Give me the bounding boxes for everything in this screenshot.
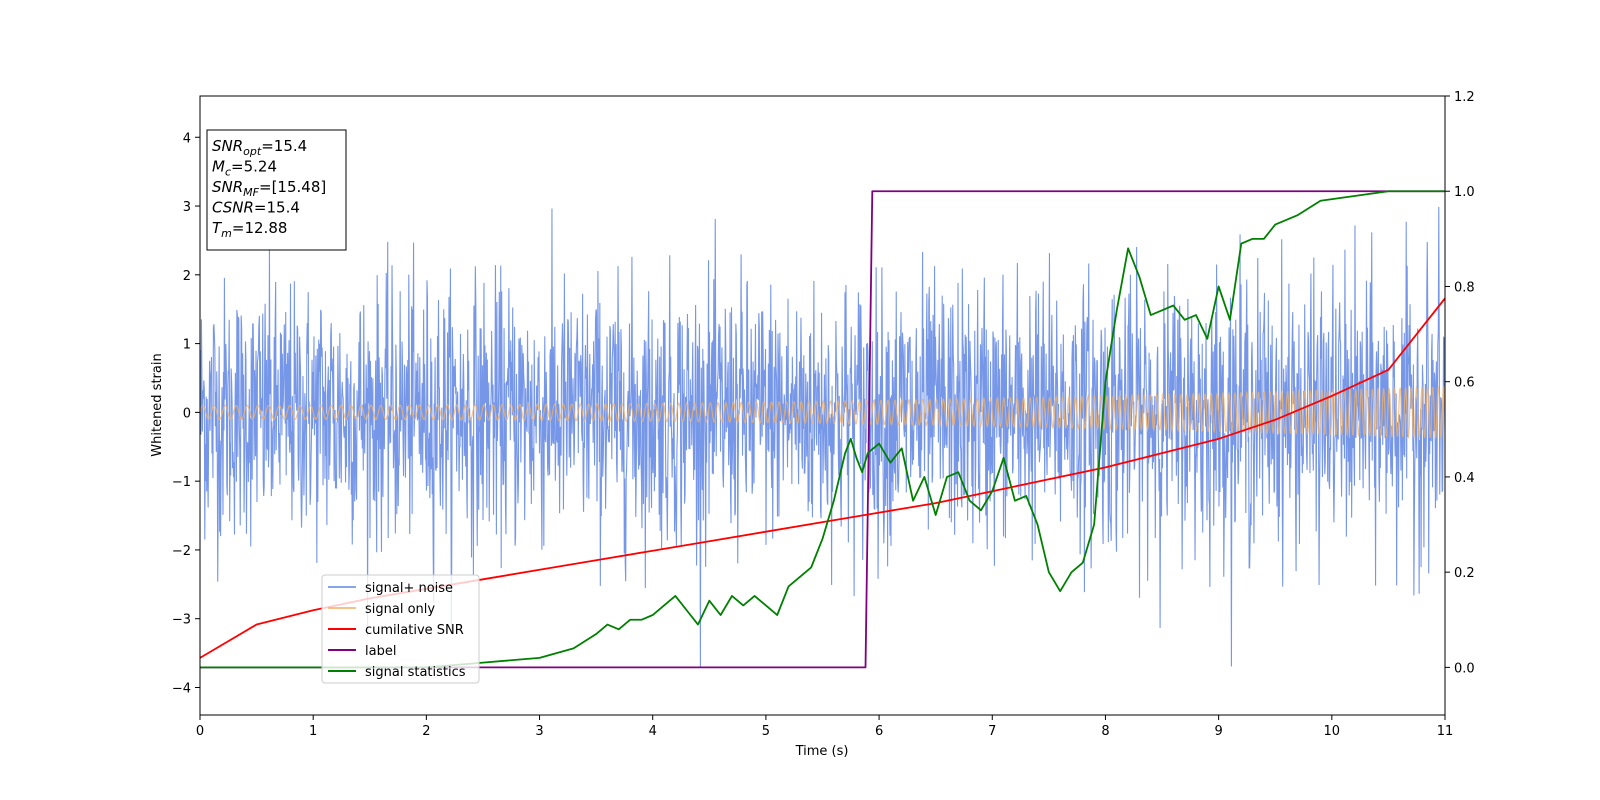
x-tick-label: 11 — [1437, 724, 1454, 739]
y-right-tick-label: 1.2 — [1454, 90, 1475, 105]
x-tick-label: 3 — [535, 724, 543, 739]
x-tick-label: 8 — [1101, 724, 1109, 739]
legend-entry-label: label — [365, 644, 396, 659]
y-right-tick-label: 0.8 — [1454, 280, 1475, 295]
y-right-tick-label: 0.4 — [1454, 471, 1475, 486]
x-tick-label: 4 — [649, 724, 657, 739]
series-line-signal-statistics — [200, 190, 1445, 669]
legend-entry-label: signal statistics — [365, 665, 466, 680]
y-left-tick-label: 2 — [183, 269, 191, 284]
y-left-tick-label: −4 — [172, 681, 191, 696]
y-right-tick-label: 0.2 — [1454, 566, 1475, 581]
legend-entry-label: cumilative SNR — [365, 623, 464, 638]
series-line-signal-noise — [200, 206, 1445, 668]
legend-frame — [321, 574, 480, 684]
y-right-tick-label: 1.0 — [1454, 185, 1475, 200]
annotation-line: SNRMF=[15.48] — [212, 178, 326, 199]
y-right-tick-label: 0.6 — [1454, 376, 1475, 391]
x-tick-label: 7 — [988, 724, 996, 739]
y-left-tick-label: −1 — [172, 475, 191, 490]
x-tick-label: 0 — [196, 724, 204, 739]
y-left-tick-label: 0 — [183, 406, 191, 421]
x-axis-title: Time (s) — [795, 744, 849, 759]
y-axis-right: 0.0 0.2 0.4 0.6 0.8 1.0 1.2 — [1445, 90, 1475, 676]
parameter-annotation-box: SNRopt=15.4Mc=5.24SNRMF=[15.48]CSNR=15.4… — [206, 129, 347, 251]
annotation-line: CSNR=15.4 — [212, 199, 300, 217]
x-tick-label: 9 — [1214, 724, 1222, 739]
x-tick-label: 2 — [422, 724, 430, 739]
x-tick-label: 6 — [875, 724, 883, 739]
x-tick-label: 10 — [1324, 724, 1341, 739]
annotation-line: SNRopt=15.4 — [212, 137, 307, 158]
plot-frame — [199, 95, 1446, 716]
y-right-tick-label: 0.0 — [1454, 661, 1475, 676]
annotation-line: Tm=12.88 — [212, 219, 287, 240]
series-line-signal-only — [200, 385, 1445, 440]
y-left-tick-label: 4 — [183, 131, 191, 146]
legend-entry-label: signal+ noise — [365, 581, 453, 596]
y-axis-left: −4 −3 −2 −1 0 1 2 3 4 — [172, 131, 200, 696]
y-axis-title: Whitened strain — [150, 353, 165, 456]
series-line-label — [200, 190, 1445, 669]
annotation-line: Mc=5.24 — [212, 158, 277, 179]
x-axis: 0 1 2 3 4 5 6 7 8 9 10 11 — [196, 715, 1453, 739]
y-left-tick-label: −3 — [172, 613, 191, 628]
annotation-box-frame — [206, 129, 347, 251]
y-left-tick-label: −2 — [172, 544, 191, 559]
y-left-tick-label: 1 — [183, 338, 191, 353]
y-left-tick-label: 3 — [183, 200, 191, 215]
x-tick-label: 5 — [762, 724, 770, 739]
legend-entry-label: signal only — [365, 602, 435, 617]
x-tick-label: 1 — [309, 724, 317, 739]
legend: signal+ noise signal only cumilative SNR la… — [321, 574, 480, 684]
